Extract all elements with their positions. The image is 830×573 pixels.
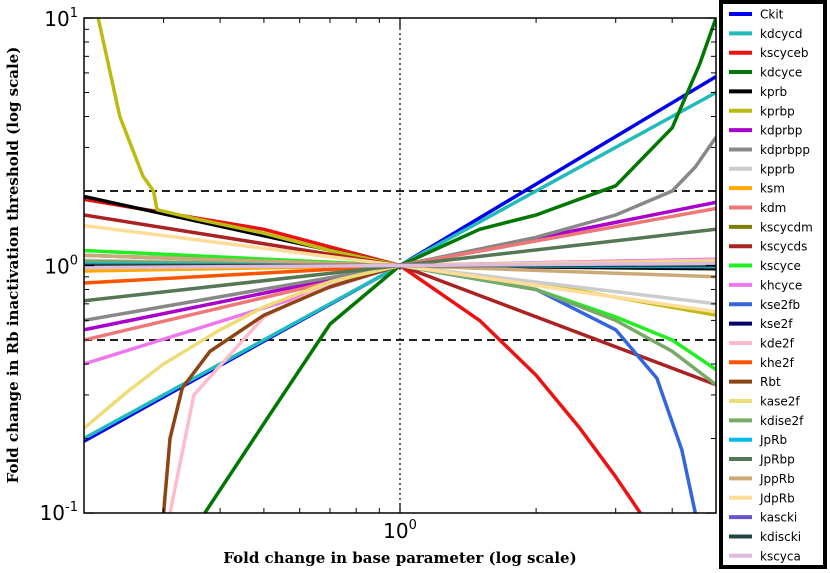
legend-label-kscycds: kscycds (760, 240, 807, 254)
x-tick-label: 100 (383, 518, 417, 543)
legend: Ckit kdcycd kscyceb kdcyce kprb kprbp kdprbp kd… (719, 0, 827, 569)
legend-label-kscyce: kscyce (760, 259, 801, 273)
y-tick-label: 101 (44, 6, 78, 31)
legend-label-kpprb: kpprb (760, 162, 795, 176)
legend-label-kdise2f: kdise2f (760, 414, 804, 428)
legend-label-JpRb: JpRb (759, 433, 787, 447)
legend-label-kdprbp: kdprbp (760, 124, 802, 138)
legend-label-kdm: kdm (760, 201, 786, 215)
axis-ticks: 101 100 10-1 100 (40, 6, 716, 543)
legend-label-JpRbp: JpRbp (759, 453, 795, 467)
legend-label-kdprbpp: kdprbpp (760, 143, 810, 157)
series-line-kdcyce (203, 18, 716, 513)
legend-label-JppRb: JppRb (759, 472, 795, 486)
legend-label-kde2f: kde2f (760, 336, 795, 350)
legend-label-kse2fb: kse2fb (760, 298, 800, 312)
legend-label-kscycdm: kscycdm (760, 220, 813, 234)
legend-label-kprb: kprb (760, 85, 787, 99)
series-line-kscyca (84, 261, 716, 270)
series-line-kscyceb (84, 197, 642, 513)
legend-label-kdcyce: kdcyce (760, 66, 802, 80)
x-axis-title: Fold change in base parameter (log scale… (223, 549, 576, 567)
y-axis-title: Fold change in Rb inactivation threshold… (4, 47, 22, 484)
legend-label-kdcycd: kdcycd (760, 27, 802, 41)
series-lines (84, 18, 716, 513)
legend-label-khcyce: khcyce (760, 278, 802, 292)
legend-label-ksm: ksm (760, 182, 785, 196)
legend-label-kprbp: kprbp (760, 104, 795, 118)
legend-label-JdpRb: JdpRb (759, 491, 795, 505)
y-tick-label: 10-1 (40, 500, 78, 525)
legend-label-kscyca: kscyca (760, 549, 801, 563)
series-line-Rbt (161, 263, 401, 513)
legend-label-Rbt: Rbt (760, 375, 781, 389)
y-tick-label: 100 (44, 254, 78, 279)
legend-label-kascki: kascki (760, 511, 797, 525)
legend-label-kscyceb: kscyceb (760, 46, 809, 60)
legend-label-Ckit: Ckit (760, 8, 784, 22)
legend-label-kse2f: kse2f (760, 317, 793, 331)
legend-label-khe2f: khe2f (760, 356, 795, 370)
legend-label-kdiscki: kdiscki (760, 530, 801, 544)
legend-label-kase2f: kase2f (760, 395, 800, 409)
